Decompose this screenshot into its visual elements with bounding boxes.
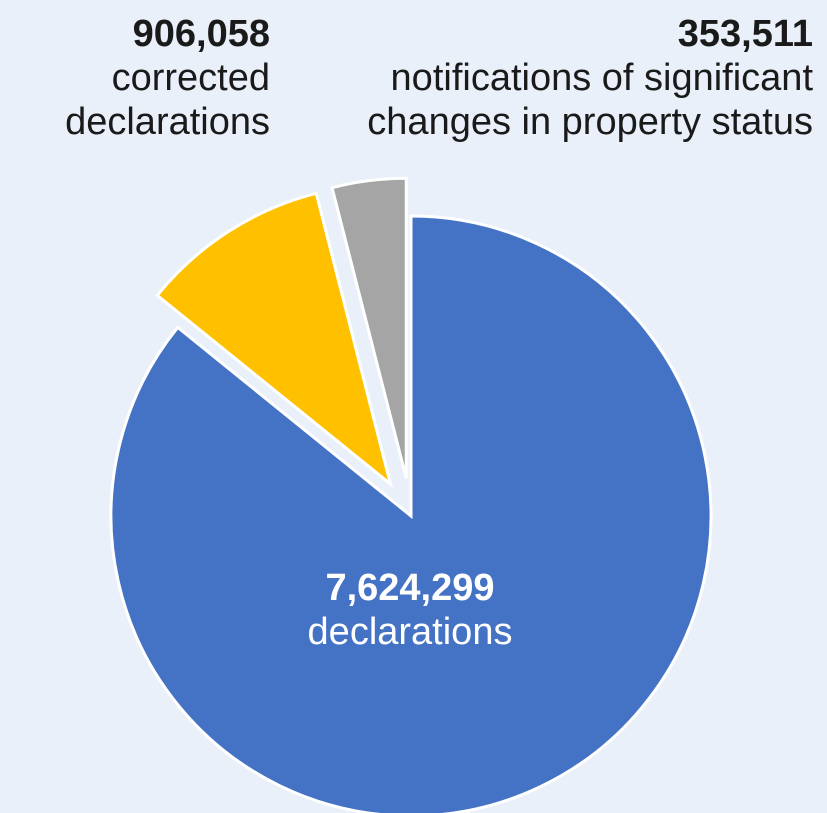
pie-slice-declarations [109,214,713,813]
data-label-category: notifications of significant changes in … [367,57,813,143]
pie-slice-notifications [330,176,408,479]
data-label-category: corrected declarations [65,57,270,143]
data-label-declarations: 7,624,299 declarations [260,566,560,654]
data-label-notifications: 353,511 notifications of significant cha… [293,12,813,144]
data-label-value: 906,058 [132,13,270,55]
data-label-corrected-declarations: 906,058 corrected declarations [0,12,270,144]
pie-slice-corrected-declarations [155,191,394,489]
data-label-category: declarations [307,611,513,653]
data-label-value: 353,511 [677,13,813,55]
data-label-value: 7,624,299 [325,567,495,609]
